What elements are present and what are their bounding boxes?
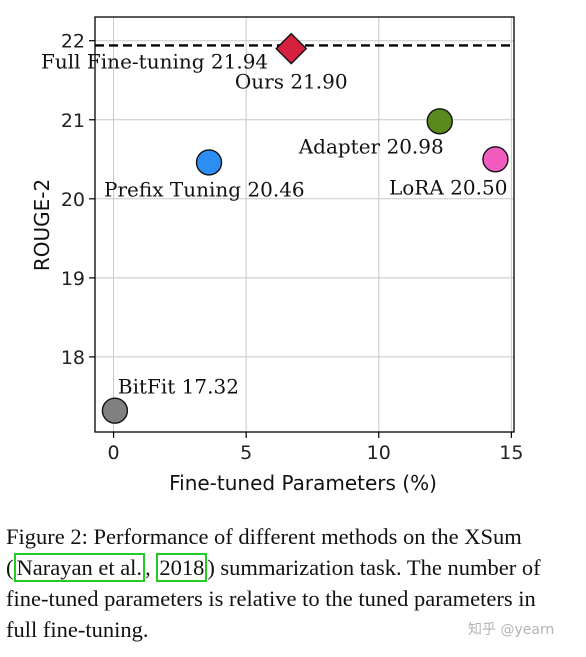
data-point-label: Adapter 20.98 (298, 134, 444, 158)
grid (95, 17, 514, 432)
reference-line-label: Full Fine-tuning 21.94 (41, 49, 268, 73)
watermark: 知乎 @yearn (468, 622, 555, 638)
x-tick-label: 15 (499, 442, 523, 464)
caption-text-after: ) summarization task. The number of fine… (6, 555, 541, 642)
y-tick-label: 21 (61, 110, 85, 132)
data-points (101, 32, 509, 424)
data-point-circle (101, 397, 129, 424)
x-tick-label: 10 (367, 442, 391, 464)
y-tick-label: 20 (61, 189, 85, 211)
scatter-chart: 0 5 10 15 18 19 20 21 22 Full Fine-tuning 21.94O… (30, 16, 524, 495)
y-axis-label: ROUGE-2 (30, 179, 54, 271)
plot-frame (94, 16, 515, 433)
data-point-label: Ours 21.90 (235, 70, 348, 94)
x-tick-label: 0 (108, 442, 120, 464)
x-axis-label: Fine-tuned Parameters (%) (169, 471, 437, 495)
axis-ticks: 0 5 10 15 18 19 20 21 22 (61, 31, 524, 464)
figure-caption: Figure 2: Performance of different metho… (6, 521, 566, 645)
data-point-label: LoRA 20.50 (389, 175, 507, 199)
caption-cite-separator: , (145, 555, 157, 580)
data-point-label: BitFit 17.32 (118, 375, 239, 399)
y-tick-label: 22 (61, 31, 85, 53)
x-tick-label: 5 (240, 442, 252, 464)
data-point-circle (482, 146, 509, 173)
data-point-circle (426, 108, 453, 135)
data-point-circle (195, 149, 223, 176)
citation-year-link[interactable]: 2018 (156, 553, 208, 582)
data-point-label: Prefix Tuning 20.46 (104, 177, 305, 201)
citation-author-link[interactable]: Narayan et al. (13, 553, 146, 582)
y-tick-label: 19 (61, 268, 85, 290)
y-tick-label: 18 (61, 347, 85, 369)
data-point-diamond (275, 32, 308, 65)
caption-text-before: Figure 2: Performance of different metho… (6, 524, 522, 580)
